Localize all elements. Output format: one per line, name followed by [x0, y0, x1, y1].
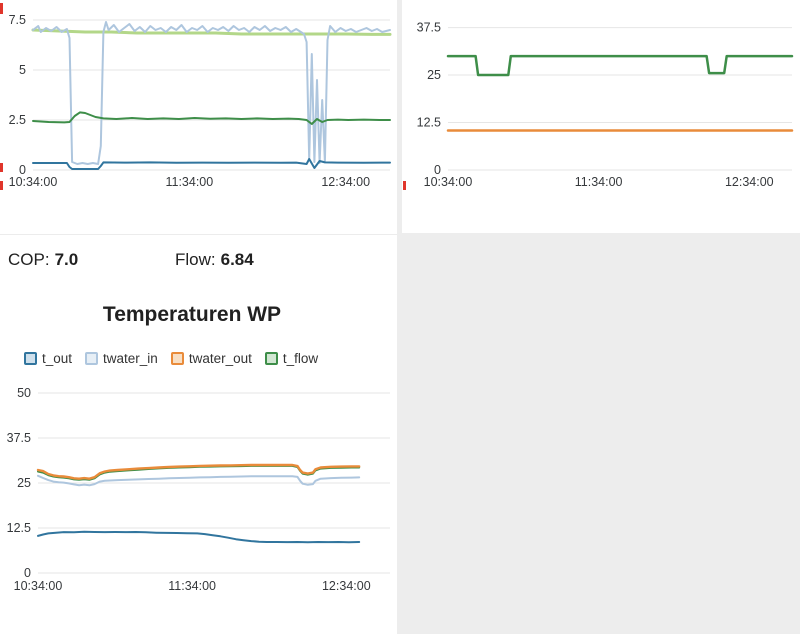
series-line-twater_out [36, 463, 361, 480]
y-tick-label: 12.5 [417, 116, 441, 130]
series-line-green_line [446, 54, 794, 77]
red-edge-artifact [0, 3, 3, 14]
y-tick-label: 0 [434, 163, 441, 177]
legend-marker-icon [85, 352, 99, 365]
chart-title: Temperaturen WP [102, 303, 282, 326]
legend-item-twater_out[interactable]: twater_out [170, 351, 252, 366]
cop-value: 7.0 [54, 250, 79, 269]
legend-marker-icon [24, 352, 37, 365]
y-tick-label: 5 [19, 63, 26, 77]
series-line-light_blue_line [32, 21, 391, 165]
y-tick-label: 50 [17, 386, 31, 400]
y-tick-label: 37.5 [7, 431, 31, 445]
red-edge-artifact [0, 163, 3, 172]
series-line-t_out [37, 530, 361, 544]
power-cop-chart-canvas[interactable]: 0 2.5 5 7.5 10:34:00 11:34:00 12:34:00 [0, 0, 397, 200]
cop-label: COP: [8, 250, 50, 269]
x-tick-label: 11:34:00 [168, 579, 216, 593]
x-tick-label: 12:34:00 [321, 175, 370, 189]
x-tick-label: 11:34:00 [575, 175, 623, 189]
legend-marker-icon [264, 352, 278, 365]
series-line-light_green_line [31, 28, 392, 36]
y-tick-label: 0 [24, 566, 31, 580]
legend-item-twater_in[interactable]: twater_in [85, 351, 158, 366]
setpoint-graph-card: 0 12.5 25 37.5 10:34:00 11:34:00 12:34:00 [402, 0, 800, 233]
x-tick-label: 10:34:00 [9, 175, 58, 189]
x-tick-label: 12:34:00 [725, 175, 774, 189]
flow-label: Flow: [175, 250, 216, 269]
y-tick-label: 12.5 [7, 521, 31, 535]
x-tick-label: 10:34:00 [424, 175, 473, 189]
red-edge-artifact [0, 181, 3, 190]
flow-stat: Flow: 6.84 [175, 250, 254, 270]
y-tick-label: 2.5 [9, 113, 26, 127]
y-tick-label: 25 [427, 68, 441, 82]
y-tick-label: 7.5 [9, 13, 26, 27]
legend-label: twater_out [188, 351, 252, 366]
card-divider [0, 234, 397, 235]
x-tick-label: 11:34:00 [165, 175, 213, 189]
series-line-twater_in [37, 474, 361, 487]
legend-item-t_out[interactable]: t_out [24, 351, 72, 366]
temperaturen-wp-chart-canvas[interactable]: 0 12.5 25 37.5 50 10:34:00 11:34:00 12:34:00 [0, 378, 397, 613]
x-tick-label: 12:34:00 [322, 579, 371, 593]
setpoint-chart-canvas[interactable]: 0 12.5 25 37.5 10:34:00 11:34:00 12:34:00 [402, 0, 800, 200]
chart-legend: t_out twater_in twater_out t_flow [24, 351, 318, 366]
legend-item-t_flow[interactable]: t_flow [264, 351, 319, 366]
cop-stat: COP: 7.0 [8, 250, 78, 270]
x-tick-label: 10:34:00 [14, 579, 63, 593]
series-line-green_line [32, 111, 391, 125]
legend-marker-icon [170, 352, 184, 365]
flow-value: 6.84 [220, 250, 254, 269]
legend-label: t_flow [282, 351, 319, 366]
y-tick-label: 37.5 [417, 21, 441, 35]
legend-label: t_out [42, 351, 73, 366]
left-column: 0 2.5 5 7.5 10:34:00 11:34:00 12:34:00 COP: 7.0… [0, 0, 397, 634]
y-tick-label: 25 [17, 476, 31, 490]
y-tick-label: 0 [19, 163, 26, 177]
red-edge-artifact [403, 181, 406, 190]
series-line-dark_blue_line [32, 158, 391, 170]
legend-label: twater_in [103, 351, 158, 366]
